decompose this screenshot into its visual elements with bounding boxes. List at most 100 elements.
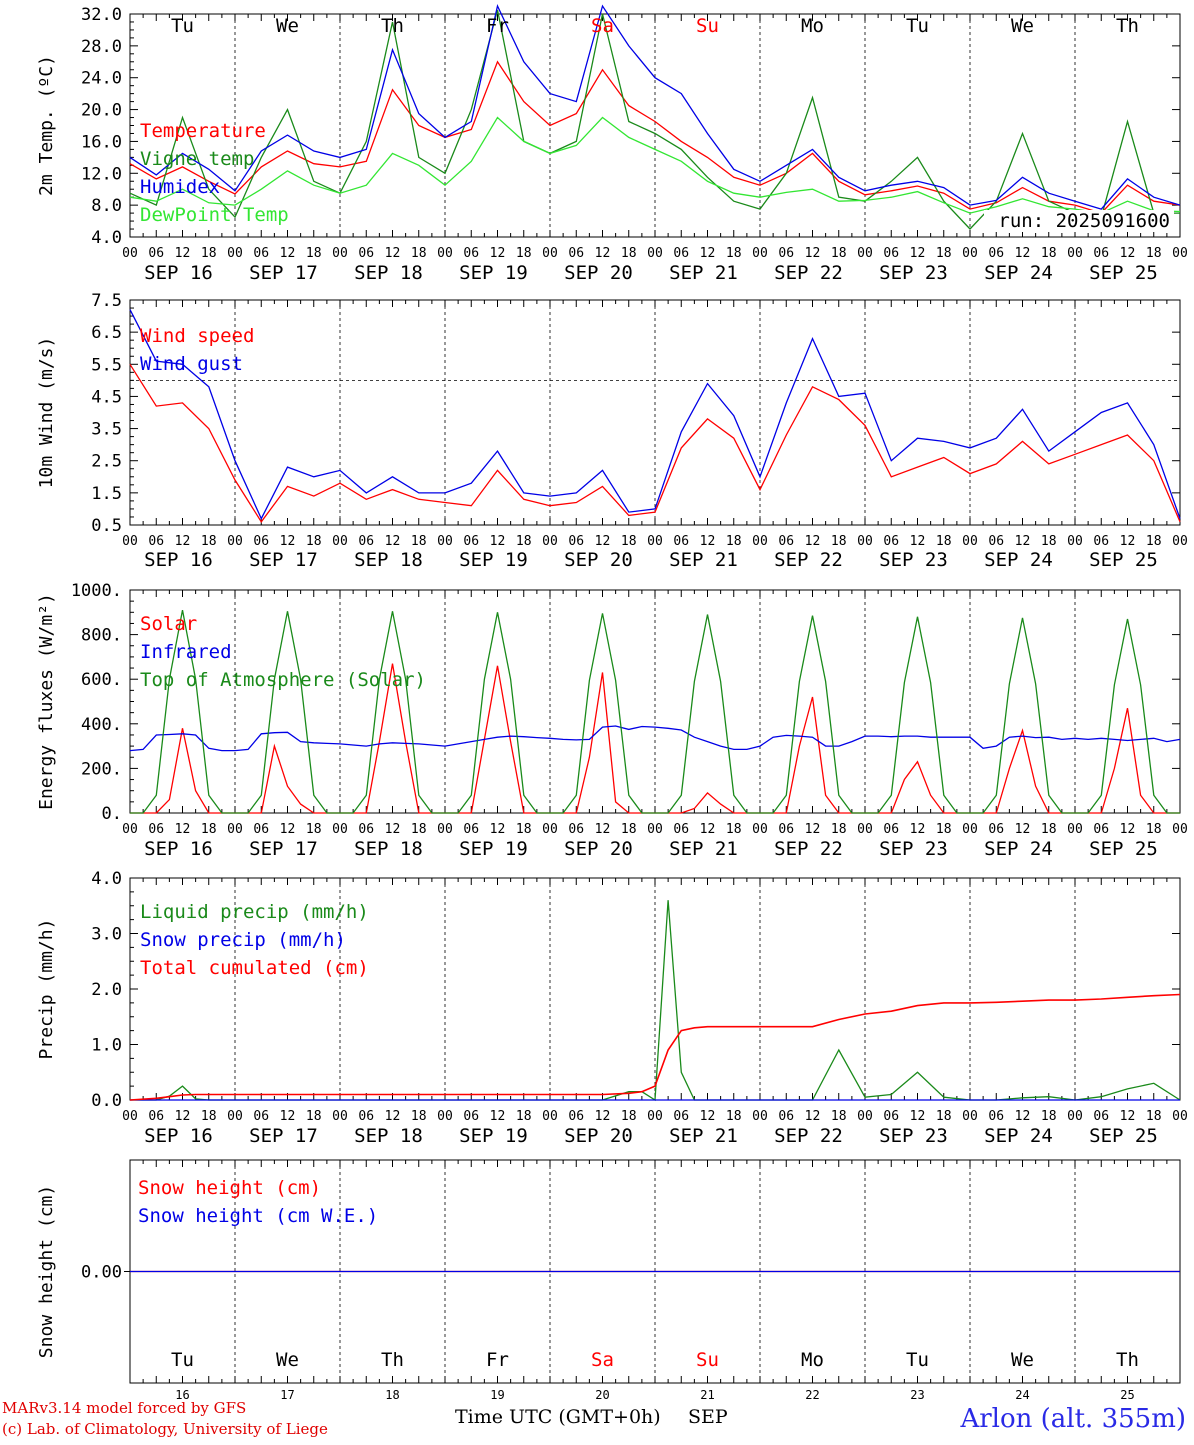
day-number-label: 20 xyxy=(595,1388,609,1402)
legend-entry: Wind gust xyxy=(140,353,243,375)
hour-tick-label: 00 xyxy=(332,1109,348,1124)
y-tick-label: 600. xyxy=(81,670,122,690)
hour-tick-label: 00 xyxy=(437,534,453,549)
hour-tick-label: 12 xyxy=(1120,246,1136,261)
hour-tick-label: 18 xyxy=(1041,534,1057,549)
y-tick-label: 8.0 xyxy=(91,196,122,216)
date-label: SEP 23 xyxy=(879,262,948,284)
weekday-label: We xyxy=(1011,15,1034,37)
hour-tick-label: 18 xyxy=(1041,822,1057,837)
date-label: SEP 25 xyxy=(1089,838,1158,860)
lab-credit: (c) Lab. of Climatology, University of L… xyxy=(2,1420,328,1438)
date-label: SEP 18 xyxy=(354,838,423,860)
y-axis-label: Precip (mm/h) xyxy=(36,919,57,1060)
hour-tick-label: 00 xyxy=(122,822,138,837)
hour-tick-label: 06 xyxy=(148,822,164,837)
hour-tick-label: 12 xyxy=(1015,822,1031,837)
y-tick-label: 7.5 xyxy=(91,291,122,311)
weekday-label: Mo xyxy=(801,1349,824,1371)
hour-tick-label: 06 xyxy=(463,822,479,837)
hour-tick-label: 06 xyxy=(988,534,1004,549)
day-number-label: 22 xyxy=(805,1388,819,1402)
hour-tick-label: 06 xyxy=(358,1109,374,1124)
hour-tick-label: 00 xyxy=(332,534,348,549)
y-tick-label: 1.0 xyxy=(91,1036,122,1056)
hour-tick-label: 12 xyxy=(490,534,506,549)
y-tick-label: 400. xyxy=(81,715,122,735)
hour-tick-label: 12 xyxy=(595,822,611,837)
date-label: SEP 19 xyxy=(459,549,528,571)
hour-tick-label: 06 xyxy=(778,534,794,549)
day-number-label: 23 xyxy=(910,1388,924,1402)
plot-frame xyxy=(129,299,1181,526)
y-tick-label: 6.5 xyxy=(91,323,122,343)
date-label: SEP 17 xyxy=(249,1125,318,1147)
y-tick-label: 0. xyxy=(102,804,122,824)
hour-tick-label: 18 xyxy=(936,822,952,837)
hour-tick-label: 12 xyxy=(1120,1109,1136,1124)
hour-tick-label: 06 xyxy=(778,822,794,837)
hour-tick-label: 06 xyxy=(1093,246,1109,261)
panel-2: 0.5 1.5 2.5 3.5 4.5 5.5 6.5 7.5 10m Wind (m/s) Wi… xyxy=(36,291,1188,571)
date-label: SEP 24 xyxy=(984,1125,1053,1147)
weekday-label: Sa xyxy=(591,15,614,37)
hour-tick-label: 18 xyxy=(726,246,742,261)
hour-tick-label: 06 xyxy=(253,246,269,261)
y-tick-label: 0.0 xyxy=(91,1091,122,1111)
hour-tick-label: 12 xyxy=(280,246,296,261)
hour-tick-label: 12 xyxy=(700,534,716,549)
legend-entry: Snow height (cm W.E.) xyxy=(138,1205,378,1227)
weekday-label: Sa xyxy=(591,1349,614,1371)
series-line xyxy=(129,993,1181,1101)
day-number-label: 25 xyxy=(1120,1388,1134,1402)
hour-tick-label: 12 xyxy=(490,1109,506,1124)
date-label: SEP 24 xyxy=(984,838,1053,860)
date-label: SEP 25 xyxy=(1089,549,1158,571)
weekday-label: Fr xyxy=(486,1349,509,1371)
hour-tick-label: 06 xyxy=(253,1109,269,1124)
day-number-label: 19 xyxy=(490,1388,504,1402)
hour-tick-label: 18 xyxy=(411,534,427,549)
hour-tick-label: 06 xyxy=(1093,534,1109,549)
date-label: SEP 25 xyxy=(1089,262,1158,284)
weekday-label: Tu xyxy=(906,1349,929,1371)
y-tick-label: 0.5 xyxy=(91,516,122,536)
hour-tick-label: 00 xyxy=(122,246,138,261)
date-label: SEP 16 xyxy=(144,1125,213,1147)
date-label: SEP 18 xyxy=(354,1125,423,1147)
panel-3: 0. 200. 400. 600. 800. 1000. Energy fluxes (W/… xyxy=(36,581,1188,860)
hour-tick-label: 00 xyxy=(227,1109,243,1124)
y-tick-label: 1.5 xyxy=(91,484,122,504)
hour-tick-label: 12 xyxy=(280,534,296,549)
y-tick-label: 200. xyxy=(81,759,122,779)
hour-tick-label: 12 xyxy=(175,822,191,837)
date-label: SEP 22 xyxy=(774,549,843,571)
hour-tick-label: 18 xyxy=(831,246,847,261)
hour-tick-label: 12 xyxy=(1015,246,1031,261)
hour-tick-label: 18 xyxy=(411,246,427,261)
date-label: SEP 23 xyxy=(879,838,948,860)
y-tick-label: 20.0 xyxy=(81,101,122,121)
date-label: SEP 21 xyxy=(669,1125,738,1147)
hour-tick-label: 18 xyxy=(1146,246,1162,261)
hour-tick-label: 06 xyxy=(988,822,1004,837)
hour-tick-label: 06 xyxy=(358,246,374,261)
hour-tick-label: 18 xyxy=(726,1109,742,1124)
hour-tick-label: 00 xyxy=(332,246,348,261)
weekday-label: We xyxy=(1011,1349,1034,1371)
hour-tick-label: 00 xyxy=(962,534,978,549)
weekday-label: Tu xyxy=(171,15,194,37)
day-number-label: 21 xyxy=(700,1388,714,1402)
day-number-label: 18 xyxy=(385,1388,399,1402)
hour-tick-label: 18 xyxy=(831,1109,847,1124)
hour-tick-label: 12 xyxy=(595,246,611,261)
hour-tick-label: 18 xyxy=(516,822,532,837)
hour-tick-label: 18 xyxy=(936,534,952,549)
hour-tick-label: 06 xyxy=(988,1109,1004,1124)
series-line xyxy=(130,609,1180,814)
weekday-label: Tu xyxy=(906,15,929,37)
series-line xyxy=(129,309,1181,521)
hour-tick-label: 18 xyxy=(516,246,532,261)
